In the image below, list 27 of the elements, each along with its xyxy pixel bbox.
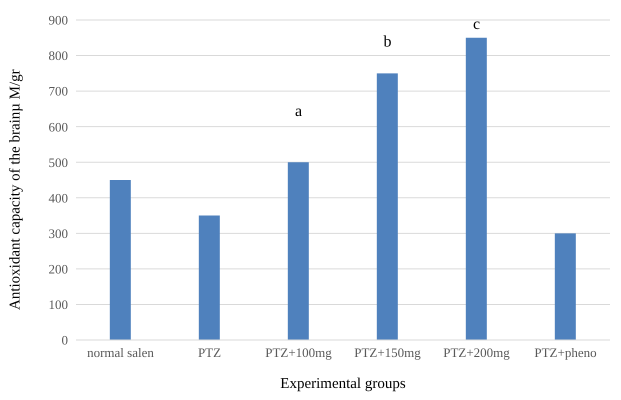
y-tick-label: 700	[48, 84, 68, 99]
bar	[376, 73, 398, 340]
bar	[198, 216, 220, 340]
bar	[288, 162, 309, 340]
y-tick-label: 800	[48, 48, 68, 64]
x-tick-label: PTZ+100mg	[265, 345, 332, 360]
bar	[466, 38, 487, 340]
y-tick-label: 200	[48, 262, 68, 277]
annotation: c	[472, 16, 480, 33]
x-tick-label: PTZ+200mg	[443, 345, 510, 360]
y-tick-label: 0	[62, 332, 68, 348]
x-tick-label: PTZ	[198, 345, 222, 360]
y-tick-label: 400	[48, 190, 68, 206]
y-axis-title: Antioxidant capacity of the brainµ M/gr	[7, 69, 24, 310]
annotation: b	[384, 33, 392, 50]
y-tick-label: 500	[48, 154, 68, 170]
x-axis-title: Experimental groups	[280, 376, 406, 392]
x-tick-label: normal salen	[87, 345, 154, 360]
y-tick-label: 100	[48, 297, 68, 312]
y-tick-label: 900	[48, 12, 68, 28]
x-tick-label: PTZ+pheno	[534, 345, 597, 360]
annotation: a	[294, 103, 302, 120]
y-tick-label: 300	[48, 226, 68, 241]
y-tick-label: 600	[48, 119, 68, 134]
bar	[554, 233, 576, 340]
x-tick-label: PTZ+150mg	[354, 345, 422, 360]
bar	[110, 180, 131, 340]
